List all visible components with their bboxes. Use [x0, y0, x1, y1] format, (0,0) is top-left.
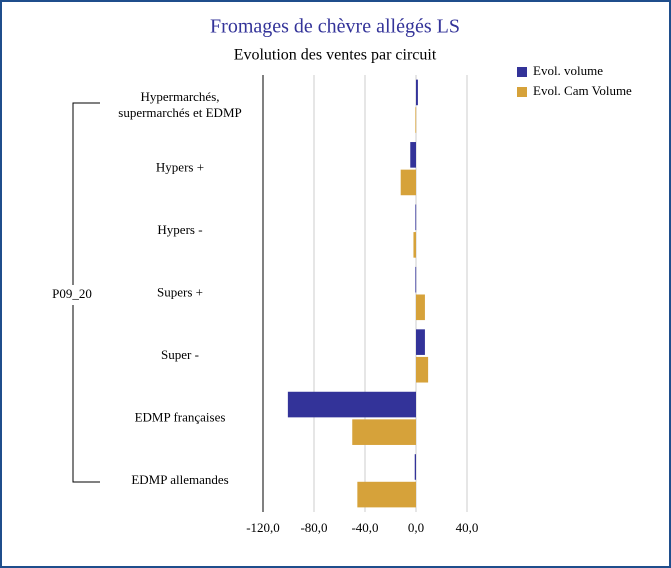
bar [415, 107, 417, 133]
y-tick-label: Hypers - [157, 222, 202, 237]
legend-swatch [517, 87, 527, 97]
legend-label: Evol. Cam Volume [533, 83, 632, 98]
chart-title: Fromages de chèvre allégés LS [210, 16, 460, 38]
bar [416, 79, 418, 106]
y-tick-label: Hypermarchés, supermarchés et EDMP [118, 89, 241, 120]
y-tick-label: EDMP françaises [135, 409, 226, 424]
y-tick-label: Hypers + [156, 160, 204, 175]
bar [416, 294, 425, 321]
bar [414, 454, 416, 480]
legend-swatch [517, 67, 527, 77]
legend-label: Evol. volume [533, 63, 603, 78]
bar [415, 204, 417, 231]
y-tick-label: EDMP allemandes [131, 472, 228, 487]
bar [287, 391, 416, 418]
bar [416, 356, 429, 383]
y-tick-label: Super - [161, 347, 199, 362]
x-tick-label: 0,0 [408, 520, 424, 535]
bar [410, 142, 416, 168]
x-tick-label: -40,0 [351, 520, 378, 535]
chart-subtitle: Evolution des ventes par circuit [234, 47, 437, 64]
bar [357, 481, 416, 508]
x-tick-label: 40,0 [456, 520, 479, 535]
bar [352, 419, 416, 445]
bar [400, 169, 416, 196]
x-tick-label: -120,0 [246, 520, 280, 535]
bracket-gap [40, 285, 104, 305]
x-tick-label: -80,0 [300, 520, 327, 535]
bar [416, 329, 425, 355]
group-label: P09_20 [52, 286, 92, 301]
bar [413, 232, 416, 258]
bar [415, 266, 417, 293]
y-tick-label: Supers + [157, 284, 203, 299]
